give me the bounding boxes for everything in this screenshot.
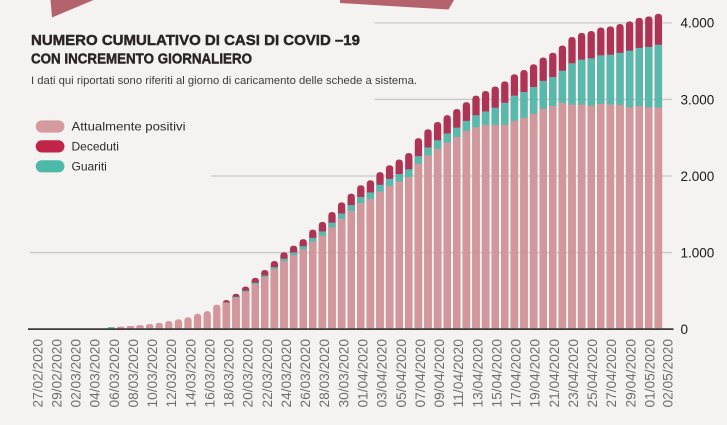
svg-text:1.000: 1.000 [681,245,715,260]
svg-text:27/02/2020: 27/02/2020 [30,339,45,408]
svg-text:03/04/2020: 03/04/2020 [375,339,390,408]
svg-text:08/03/2020: 08/03/2020 [126,339,141,408]
svg-text:09/04/2020: 09/04/2020 [432,339,447,408]
svg-text:I dati qui riportati sono rife: I dati qui riportati sono riferiti al gi… [31,75,417,87]
svg-text:07/04/2020: 07/04/2020 [413,339,428,408]
svg-text:14/03/2020: 14/03/2020 [183,339,198,408]
svg-text:29/04/2020: 29/04/2020 [623,339,638,408]
svg-text:28/03/2020: 28/03/2020 [317,339,332,408]
svg-text:Guariti: Guariti [72,160,107,174]
svg-text:02/03/2020: 02/03/2020 [69,339,84,408]
svg-text:3.000: 3.000 [681,92,715,107]
svg-text:25/04/2020: 25/04/2020 [585,339,600,408]
svg-text:Attualmente positivi: Attualmente positivi [72,120,186,134]
svg-text:22/03/2020: 22/03/2020 [260,339,275,408]
svg-text:10/03/2020: 10/03/2020 [145,339,160,408]
svg-text:02/05/2020: 02/05/2020 [661,339,676,408]
svg-text:05/04/2020: 05/04/2020 [394,339,409,408]
svg-text:4.000: 4.000 [681,16,715,31]
svg-text:11/04/2020: 11/04/2020 [451,339,466,408]
svg-text:24/03/2020: 24/03/2020 [279,339,294,408]
svg-text:18/03/2020: 18/03/2020 [222,339,237,408]
svg-text:21/04/2020: 21/04/2020 [547,339,562,408]
svg-text:0: 0 [681,322,689,337]
svg-text:NUMERO CUMULATIVO DI CASI DI C: NUMERO CUMULATIVO DI CASI DI COVID –19 [31,32,360,49]
svg-text:15/04/2020: 15/04/2020 [489,339,504,408]
svg-text:2.000: 2.000 [681,169,715,184]
svg-text:20/03/2020: 20/03/2020 [241,339,256,408]
svg-text:17/04/2020: 17/04/2020 [509,339,524,408]
svg-text:26/03/2020: 26/03/2020 [298,339,313,408]
svg-text:12/03/2020: 12/03/2020 [164,339,179,408]
svg-text:01/05/2020: 01/05/2020 [642,339,657,408]
svg-text:29/02/2020: 29/02/2020 [49,339,64,408]
svg-text:23/04/2020: 23/04/2020 [566,339,581,408]
svg-text:06/03/2020: 06/03/2020 [107,339,122,408]
svg-text:04/03/2020: 04/03/2020 [88,339,103,408]
svg-text:27/04/2020: 27/04/2020 [604,339,619,408]
svg-text:16/03/2020: 16/03/2020 [202,339,217,408]
svg-text:Deceduti: Deceduti [72,140,119,154]
svg-text:13/04/2020: 13/04/2020 [470,339,485,408]
svg-text:19/04/2020: 19/04/2020 [528,339,543,408]
svg-text:CON INCREMENTO GIORNALIERO: CON INCREMENTO GIORNALIERO [31,51,252,68]
svg-text:30/03/2020: 30/03/2020 [336,339,351,408]
svg-text:01/04/2020: 01/04/2020 [356,339,371,408]
